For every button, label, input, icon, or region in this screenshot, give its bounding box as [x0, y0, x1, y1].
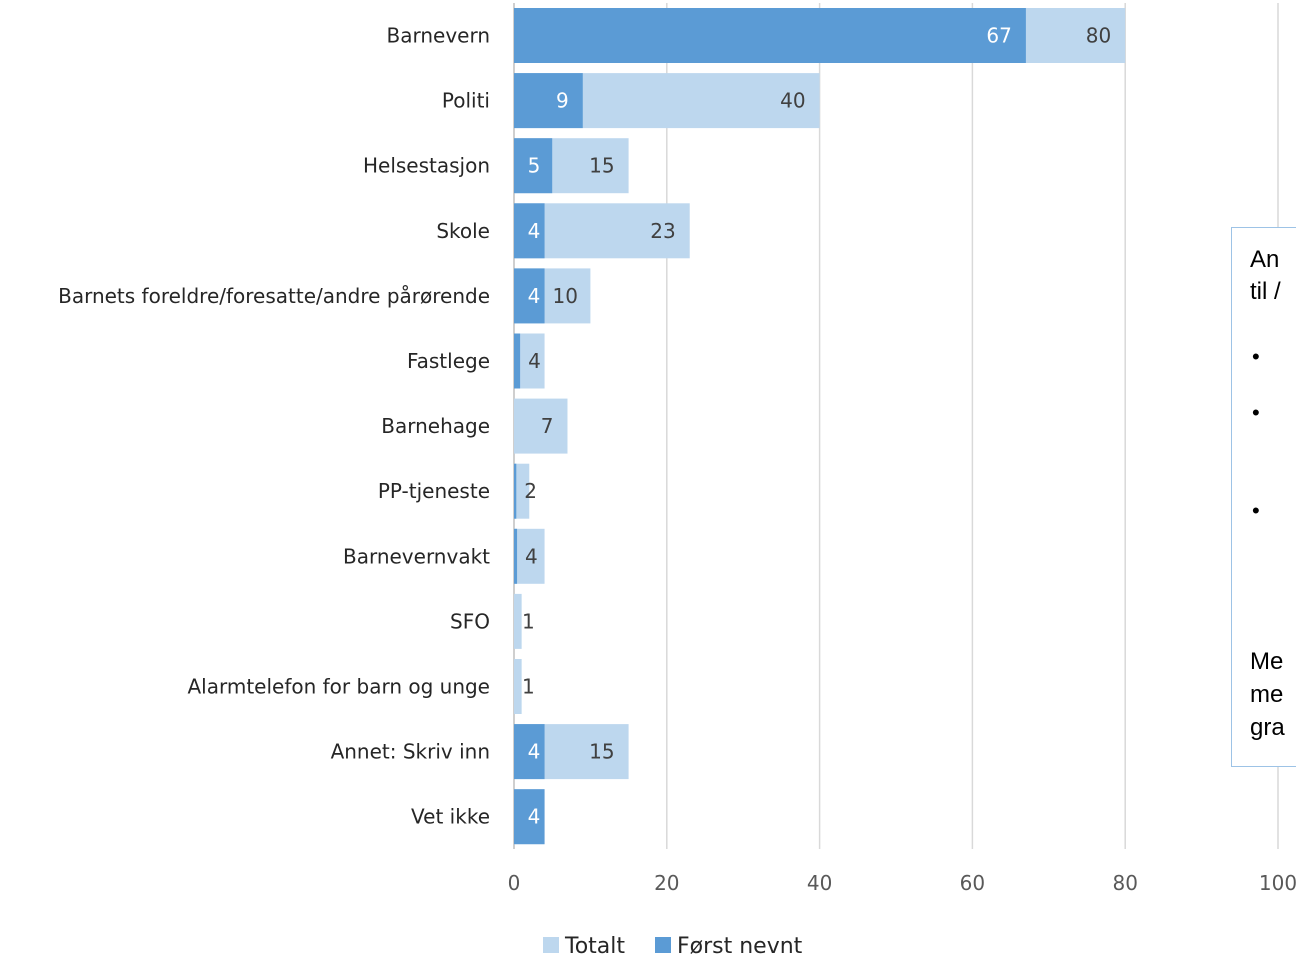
- data-label-totalt: 80: [1086, 24, 1111, 48]
- bar-forst-nevnt: [514, 8, 1026, 63]
- bar-forst-nevnt: [514, 528, 518, 584]
- legend-swatch-totalt: [543, 937, 559, 953]
- category-label: Helsestasjon: [363, 154, 490, 178]
- x-tick-label: 60: [960, 871, 985, 895]
- legend-label-totalt: Totalt: [564, 934, 625, 959]
- data-label-totalt: 1: [522, 675, 535, 699]
- bar-totalt: [514, 528, 545, 584]
- bar-forst-nevnt: [514, 73, 583, 129]
- category-label: SFO: [450, 609, 490, 633]
- note-line-5: gra: [1250, 714, 1285, 741]
- category-label: Vet ikke: [411, 805, 490, 829]
- data-label-forst-nevnt: 4: [528, 805, 541, 829]
- note-line-4: me: [1250, 681, 1284, 708]
- data-label-totalt: 15: [589, 154, 614, 178]
- category-label: Barnehage: [381, 414, 490, 438]
- bar-totalt: [514, 659, 522, 714]
- category-label: Alarmtelefon for barn og unge: [187, 675, 490, 699]
- data-label-forst-nevnt: 4: [528, 284, 541, 308]
- note-line-3: Me: [1250, 648, 1284, 675]
- data-label-totalt: 1: [522, 609, 535, 633]
- category-label: Fastlege: [407, 349, 490, 373]
- category-label: Barnets foreldre/foresatte/andre pårøren…: [58, 284, 490, 308]
- bar-forst-nevnt: [514, 333, 521, 389]
- category-label: PP-tjeneste: [378, 479, 490, 503]
- data-label-totalt: 40: [780, 89, 805, 113]
- category-label: Barnevernvakt: [343, 544, 490, 568]
- note-line-2: til /: [1250, 278, 1281, 305]
- x-tick-label: 0: [508, 871, 521, 895]
- data-label-forst-nevnt: 9: [556, 89, 569, 113]
- x-tick-label: 80: [1112, 871, 1137, 895]
- data-label-totalt: 4: [525, 544, 538, 568]
- bar-totalt: [514, 463, 530, 519]
- x-tick-label: 40: [807, 871, 832, 895]
- data-label-forst-nevnt: 67: [986, 24, 1011, 48]
- bar-totalt: [514, 398, 568, 454]
- data-label-totalt: 15: [589, 740, 614, 764]
- bar-forst-nevnt: [514, 789, 545, 845]
- data-label-totalt: 23: [650, 219, 675, 243]
- bar-totalt: [514, 593, 522, 649]
- data-label-totalt: 2: [524, 479, 537, 503]
- note-bullet-2: •: [1252, 400, 1260, 425]
- data-label-totalt: 4: [528, 349, 541, 373]
- bar-forst-nevnt: [514, 203, 545, 259]
- bar-forst-nevnt: [514, 724, 545, 780]
- legend-swatch-forst-nevnt: [655, 937, 671, 953]
- bar-forst-nevnt: [514, 268, 545, 324]
- category-label: Barnevern: [386, 24, 490, 48]
- x-tick-label: 100: [1259, 871, 1296, 895]
- data-label-forst-nevnt: 4: [528, 740, 541, 764]
- data-label-totalt: 7: [541, 414, 554, 438]
- note-box: An til / • • • Me me gra: [1231, 227, 1296, 767]
- data-label-totalt: 10: [553, 284, 578, 308]
- bar-forst-nevnt: [514, 138, 553, 194]
- data-label-forst-nevnt: 4: [528, 219, 541, 243]
- legend-label-forst-nevnt: Først nevnt: [677, 934, 803, 959]
- category-label: Skole: [436, 219, 490, 243]
- note-bullet-1: •: [1252, 344, 1260, 369]
- x-tick-label: 20: [654, 871, 679, 895]
- note-line-1: An: [1250, 246, 1280, 273]
- category-label: Annet: Skriv inn: [331, 740, 490, 764]
- note-bullet-3: •: [1252, 498, 1260, 523]
- bar-forst-nevnt: [514, 463, 517, 519]
- category-label: Politi: [442, 89, 490, 113]
- data-label-forst-nevnt: 5: [528, 154, 541, 178]
